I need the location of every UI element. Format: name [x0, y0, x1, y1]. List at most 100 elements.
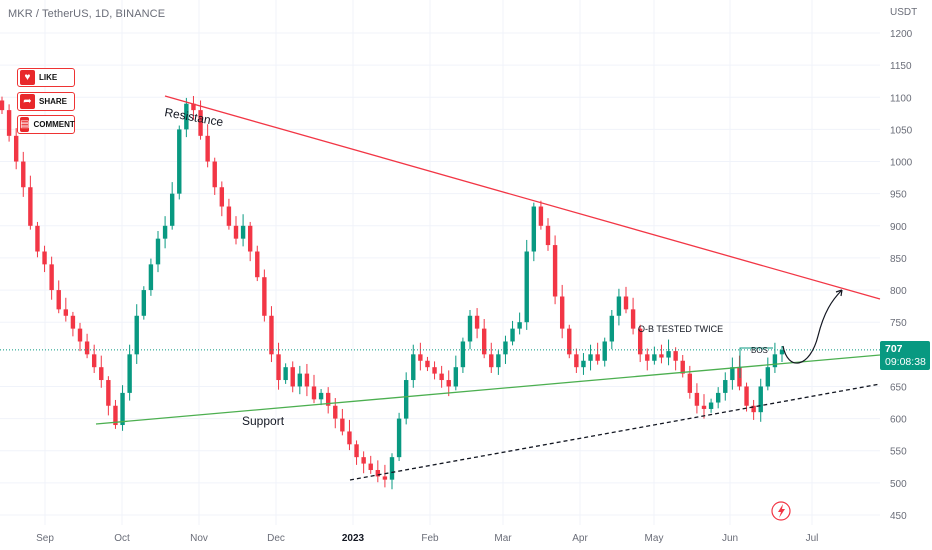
x-tick-label: May [645, 533, 664, 544]
candle-body [510, 328, 515, 342]
candle-body [737, 367, 742, 387]
candle-body [21, 161, 26, 188]
candle-body [255, 251, 260, 278]
x-tick-label: Apr [572, 533, 588, 544]
lightning-icon[interactable] [771, 501, 791, 521]
x-tick-label: 2023 [342, 533, 365, 544]
projection-curve [782, 289, 843, 364]
candle-body [403, 380, 409, 419]
y-tick-label: 600 [890, 415, 907, 426]
candle-body [247, 225, 253, 252]
candle-body [453, 367, 459, 387]
candle-body [6, 110, 12, 136]
like-label: LIKE [39, 73, 58, 82]
annotations-layer: Resistance Support O-B TESTED TWICE BOS [163, 105, 767, 428]
candle-body [28, 187, 33, 226]
candle-body [779, 349, 785, 355]
share-label: SHARE [39, 97, 68, 106]
candle-body [396, 418, 402, 458]
candle-body [148, 264, 154, 291]
candle-body [552, 245, 558, 297]
candle-body [99, 367, 104, 381]
candle-body [233, 225, 239, 239]
dashed-trend-line [349, 383, 881, 481]
candle-body [269, 315, 274, 355]
candle-body [297, 373, 303, 387]
candle-body [177, 129, 182, 194]
candle-body [616, 296, 622, 316]
last-price-badge: 707 09:08:38 [880, 341, 930, 370]
candle-body [184, 103, 189, 130]
symbol-title: MKR / TetherUS, 1D, BINANCE [8, 8, 166, 20]
candle-body [467, 315, 473, 342]
x-tick-label: Mar [494, 533, 512, 544]
candle-body [446, 380, 451, 387]
comment-button[interactable]: ▤ COMMENT [17, 115, 75, 134]
candle-body [311, 386, 317, 400]
candle-body [283, 367, 288, 381]
candle-body [496, 354, 501, 368]
candle-body [567, 328, 572, 355]
y-tick-label: 1200 [890, 29, 913, 40]
candle-body [673, 351, 678, 361]
y-tick-label: 1150 [890, 61, 912, 72]
trend-lines [95, 95, 881, 481]
candle-body [56, 290, 61, 310]
candle-body [35, 225, 40, 252]
candle-body [106, 380, 111, 406]
candle-body [120, 392, 125, 426]
x-tick-label: Dec [267, 533, 285, 544]
chart-grid [0, 0, 880, 525]
candle-body [481, 328, 487, 355]
candle-body [333, 405, 338, 419]
candle-body [382, 476, 388, 480]
like-button[interactable]: ♥ LIKE [17, 68, 75, 87]
x-tick-label: Oct [114, 533, 130, 544]
candle-body [765, 367, 771, 387]
candle-body [545, 225, 551, 246]
comment-icon: ▤ [20, 117, 30, 132]
candle-body [375, 470, 381, 477]
candle-body [63, 309, 69, 316]
candlestick-series [0, 95, 880, 490]
bos-label: BOS [751, 346, 768, 355]
resistance-trend-line [164, 95, 881, 300]
candle-body [694, 392, 700, 406]
candle-body [127, 354, 132, 393]
candle-body [49, 264, 54, 291]
candle-body [581, 360, 586, 368]
candle-body [276, 354, 281, 381]
y-tick-label: 550 [890, 447, 907, 458]
heart-icon: ♥ [20, 70, 35, 85]
candle-body [340, 418, 345, 432]
candle-body [432, 367, 437, 374]
candle-body [645, 354, 650, 361]
candle-body [666, 351, 671, 358]
time-axis: Sep Oct Nov Dec 2023 Feb Mar Apr May Jun Jul [36, 533, 818, 544]
share-button[interactable]: ➦ SHARE [17, 92, 75, 111]
candle-body [205, 135, 210, 162]
candle-body [715, 392, 721, 403]
candle-body [609, 315, 615, 342]
candle-body [262, 277, 267, 316]
candle-body [602, 341, 607, 361]
x-tick-label: Feb [421, 533, 439, 544]
candle-body [680, 360, 685, 374]
x-tick-label: Jun [722, 533, 738, 544]
candle-body [418, 354, 423, 361]
y-tick-label: 1000 [890, 158, 913, 169]
candle-body [325, 392, 331, 406]
candle-body [588, 354, 593, 361]
candle-body [134, 315, 139, 355]
candle-body [758, 386, 763, 413]
candle-body [318, 392, 324, 400]
candle-body [77, 328, 83, 342]
last-price-value: 707 [885, 343, 903, 355]
candle-body [538, 206, 544, 226]
candle-body [389, 457, 395, 480]
candle-body [723, 380, 728, 393]
candle-body [411, 354, 416, 381]
candle-body [531, 206, 537, 252]
candle-body [630, 309, 636, 329]
